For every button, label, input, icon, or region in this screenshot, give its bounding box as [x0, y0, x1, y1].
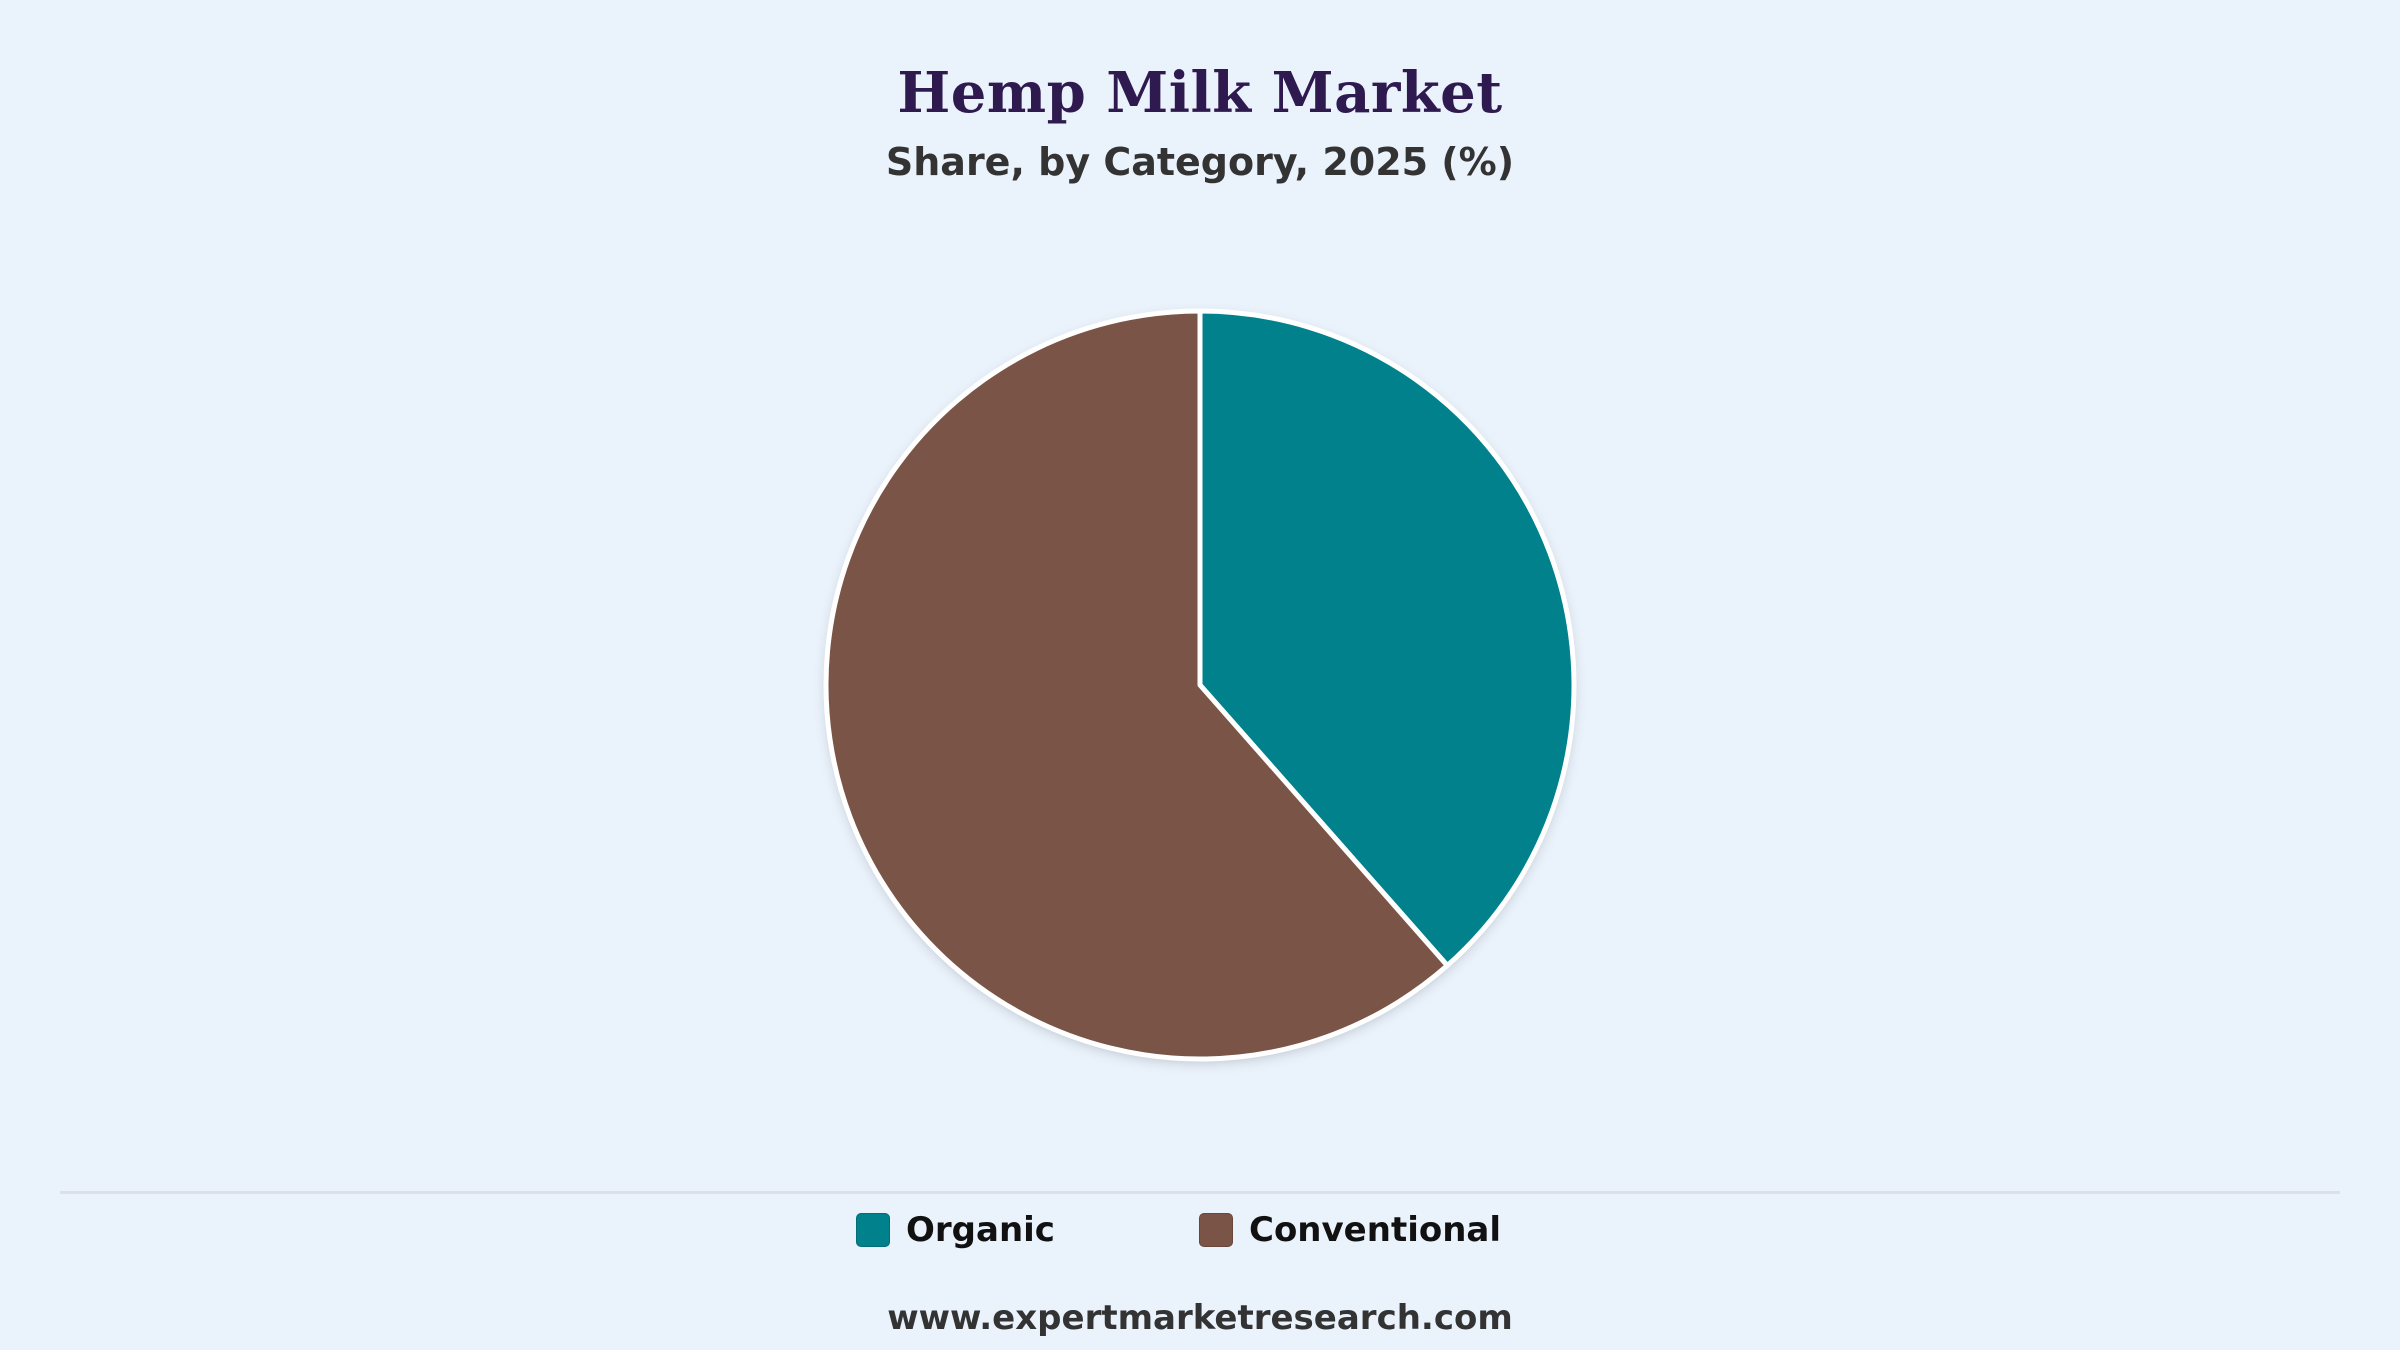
- legend-item-organic[interactable]: Organic: [856, 1208, 1055, 1252]
- legend-label-organic: Organic: [906, 1210, 1055, 1250]
- legend-divider: [60, 1191, 2340, 1194]
- pie-slice-organic[interactable]: [1197, 308, 1577, 969]
- legend-label-conventional: Conventional: [1249, 1210, 1502, 1250]
- legend-item-conventional[interactable]: Conventional: [1199, 1208, 1501, 1252]
- source-url[interactable]: www.expertmarketresearch.com: [887, 1298, 1513, 1338]
- legend-swatch-organic: [856, 1213, 890, 1247]
- legend-swatch-conventional: [1199, 1213, 1233, 1247]
- pie-slices: [823, 308, 1577, 1062]
- chart-title: Hemp Milk Market: [897, 60, 1503, 126]
- legend: Organic Conventional: [0, 1208, 2400, 1252]
- pie-slice-conventional[interactable]: [823, 308, 1450, 1062]
- chart-subtitle: Share, by Category, 2025 (%): [885, 140, 1515, 184]
